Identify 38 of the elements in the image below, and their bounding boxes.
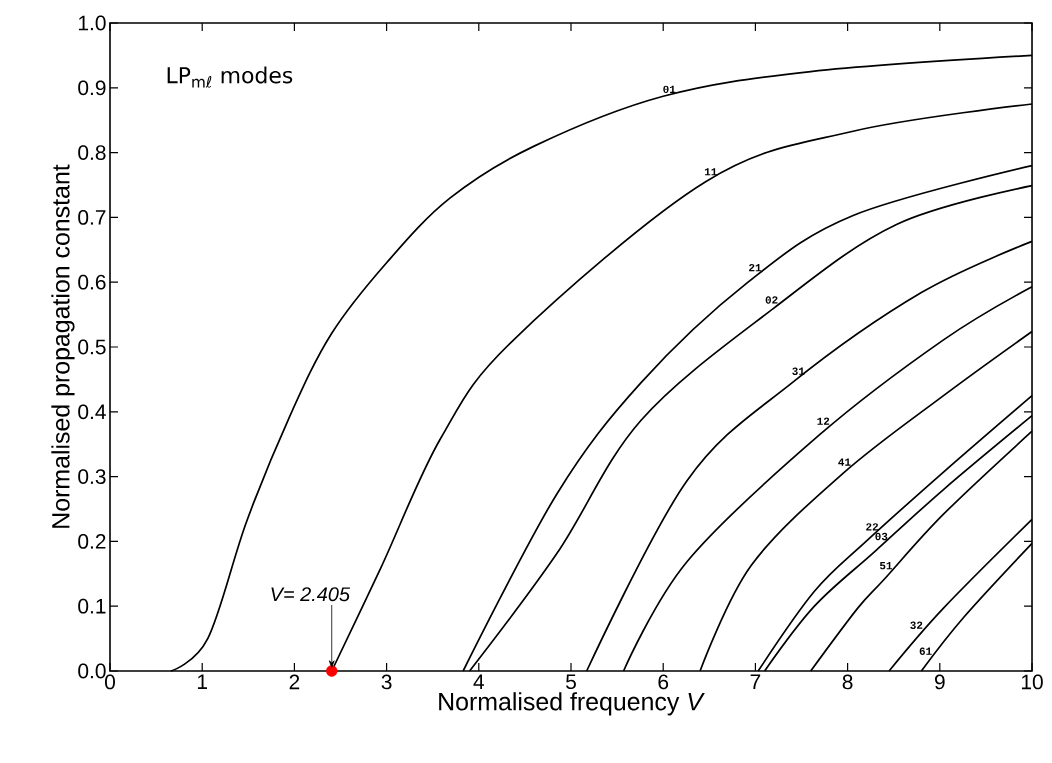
- annotation: 11: [704, 168, 717, 176]
- y-tick-label: 0.8: [78, 145, 106, 160]
- x-tick-label: 4: [473, 674, 484, 689]
- annotation: 03: [875, 532, 888, 541]
- annotation: 31: [792, 367, 805, 375]
- annotation: 22: [866, 523, 879, 531]
- y-tick-label: 1.0: [78, 15, 106, 31]
- x-tick-label: 5: [566, 674, 576, 690]
- annotation: 01: [663, 85, 676, 94]
- annotation: 02: [765, 296, 778, 304]
- x-tick-label: 6: [658, 674, 669, 690]
- annotation: 61: [919, 647, 932, 655]
- x-tick-label: 10: [1021, 674, 1043, 690]
- y-tick-label: 0.9: [78, 80, 106, 96]
- annotation: 41: [838, 458, 851, 466]
- x-tick-label: 7: [750, 674, 761, 689]
- y-tick-label: 0.6: [78, 274, 106, 290]
- y-tick-label: 0.4: [78, 404, 106, 420]
- x-tick-label: 0: [105, 674, 115, 690]
- y-tick-label: 0.5: [78, 339, 106, 355]
- y-tick-label: 0.3: [78, 469, 106, 484]
- annotation: V= 2.405: [271, 587, 351, 602]
- annotation: LP$_{mℓ}$ modes: [167, 66, 293, 88]
- y-tick-label: 0.1: [78, 598, 106, 614]
- y-axis-title: Normalised propagation constant: [51, 164, 75, 528]
- x-axis-title: Normalised frequency V: [439, 692, 705, 716]
- y-tick-label: 0.0: [78, 663, 106, 679]
- x-tick-label: 8: [842, 674, 853, 690]
- x-tick-label: 2: [289, 674, 300, 690]
- annotation: 51: [879, 562, 893, 570]
- y-tick-label: 0.7: [78, 209, 106, 225]
- y-tick-label: 0.2: [78, 533, 106, 549]
- x-tick-label: 9: [934, 674, 945, 690]
- annotation: 32: [910, 621, 923, 629]
- annotation: 12: [817, 417, 830, 425]
- annotation: 21: [749, 263, 762, 272]
- x-tick-label: 3: [381, 674, 392, 690]
- x-tick-label: 1: [197, 674, 207, 689]
